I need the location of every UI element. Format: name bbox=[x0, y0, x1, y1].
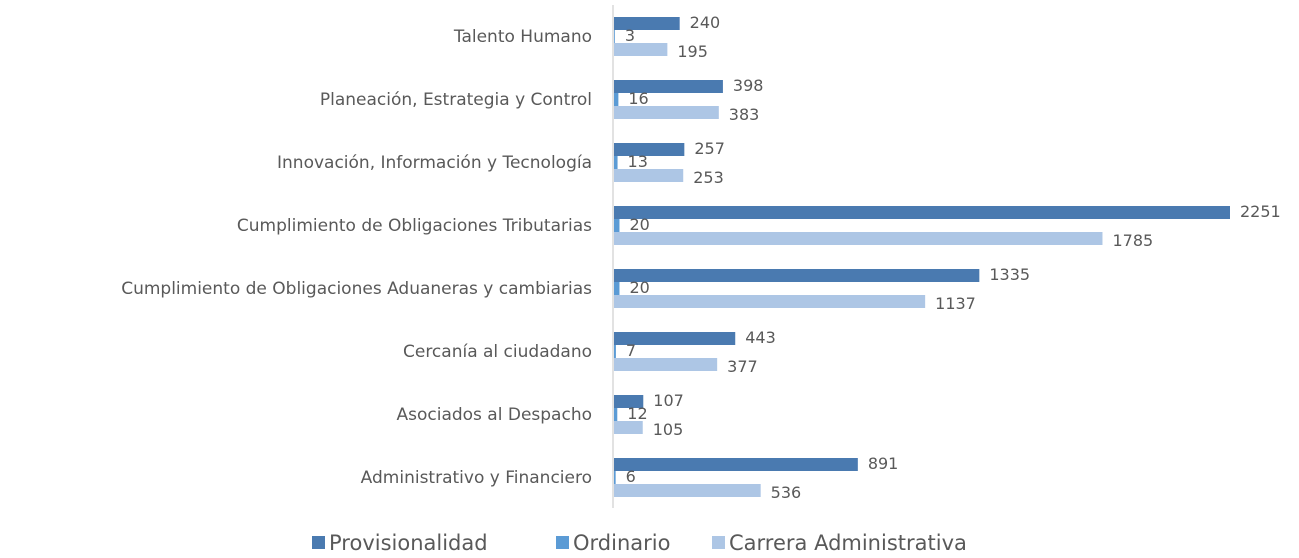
bar bbox=[614, 93, 619, 106]
value-label: 377 bbox=[727, 357, 758, 376]
value-label: 2251 bbox=[1240, 202, 1281, 221]
bar bbox=[614, 421, 643, 434]
value-label: 16 bbox=[628, 89, 648, 108]
bar bbox=[614, 471, 616, 484]
category-label: Talento Humano bbox=[453, 27, 592, 47]
bar bbox=[614, 484, 761, 497]
value-label: 257 bbox=[694, 139, 725, 158]
legend-label: Carrera Administrativa bbox=[729, 531, 967, 555]
category-label: Cercanía al ciudadano bbox=[403, 342, 592, 362]
value-label: 12 bbox=[627, 404, 647, 423]
bar bbox=[614, 269, 980, 282]
bar bbox=[614, 282, 620, 295]
bar bbox=[614, 206, 1230, 219]
category-label: Innovación, Información y Tecnología bbox=[277, 153, 592, 173]
category-label: Asociados al Despacho bbox=[396, 405, 592, 425]
value-label: 443 bbox=[745, 328, 776, 347]
bar bbox=[614, 169, 684, 182]
value-label: 1335 bbox=[989, 265, 1030, 284]
bar bbox=[614, 143, 685, 156]
value-label: 20 bbox=[629, 215, 649, 234]
value-label: 383 bbox=[729, 105, 760, 124]
value-label: 1785 bbox=[1112, 231, 1153, 250]
bar bbox=[614, 156, 618, 169]
legend-swatch bbox=[712, 536, 725, 549]
value-label: 3 bbox=[625, 26, 635, 45]
value-label: 240 bbox=[690, 13, 721, 32]
bar bbox=[614, 458, 858, 471]
category-label: Cumplimiento de Obligaciones Tributarias bbox=[237, 216, 592, 236]
bar bbox=[614, 408, 618, 421]
bar bbox=[614, 345, 616, 358]
bar bbox=[614, 80, 723, 93]
legend-swatch bbox=[312, 536, 325, 549]
value-label: 7 bbox=[626, 341, 636, 360]
bar bbox=[614, 358, 718, 371]
value-label: 107 bbox=[653, 391, 684, 410]
legend-label: Ordinario bbox=[573, 531, 670, 555]
value-label: 13 bbox=[628, 152, 648, 171]
value-label: 6 bbox=[626, 467, 636, 486]
value-label: 20 bbox=[629, 278, 649, 297]
category-label: Administrativo y Financiero bbox=[361, 468, 592, 488]
bar bbox=[614, 43, 668, 56]
bar bbox=[614, 30, 615, 43]
value-label: 105 bbox=[653, 420, 684, 439]
value-label: 891 bbox=[868, 454, 899, 473]
value-label: 1137 bbox=[935, 294, 976, 313]
bar bbox=[614, 332, 736, 345]
value-label: 398 bbox=[733, 76, 764, 95]
value-label: 536 bbox=[771, 483, 802, 502]
category-label: Planeación, Estrategia y Control bbox=[320, 90, 592, 110]
bar bbox=[614, 232, 1103, 245]
bar bbox=[614, 219, 620, 232]
bar bbox=[614, 295, 926, 308]
legend-label: Provisionalidad bbox=[329, 531, 488, 555]
value-label: 195 bbox=[677, 42, 708, 61]
bar bbox=[614, 395, 644, 408]
value-label: 253 bbox=[693, 168, 724, 187]
bar bbox=[614, 106, 719, 119]
category-label: Cumplimiento de Obligaciones Aduaneras y… bbox=[121, 279, 592, 299]
bar bbox=[614, 17, 680, 30]
legend-swatch bbox=[556, 536, 569, 549]
